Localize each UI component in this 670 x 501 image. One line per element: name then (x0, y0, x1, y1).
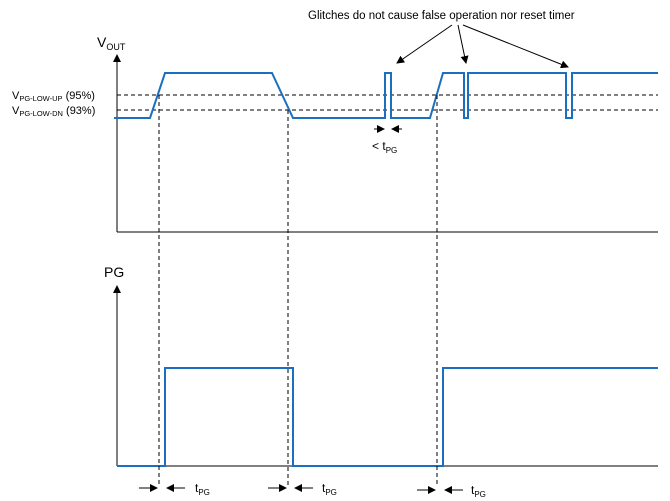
tpg-marker-1: tPG (139, 481, 210, 497)
tpg-label-2: tPG (322, 481, 337, 497)
vout-axis-label: VOUT (97, 34, 126, 52)
glitch-annotation: Glitches do not cause false operation no… (308, 10, 575, 22)
tpg-marker-3: tPG (417, 483, 486, 499)
pg-axis: PG (104, 264, 658, 467)
tpg-marker-2: tPG (268, 481, 337, 497)
alignment-lines (158, 95, 438, 485)
annotation-arrows (396, 24, 569, 69)
threshold-label-dn: VPG-LOW-DN (93%) (12, 105, 95, 118)
glitch-width-label: < tPG (372, 139, 397, 155)
tpg-label-1: tPG (195, 481, 210, 497)
pg-waveform (117, 367, 658, 467)
tpg-label-3: tPG (471, 483, 486, 499)
pg-axis-label: PG (104, 264, 124, 280)
threshold-label-up: VPG-LOW-UP (95%) (12, 90, 95, 103)
glitch-width-marker: < tPG (372, 125, 402, 155)
vout-axis: VOUT (97, 34, 658, 233)
